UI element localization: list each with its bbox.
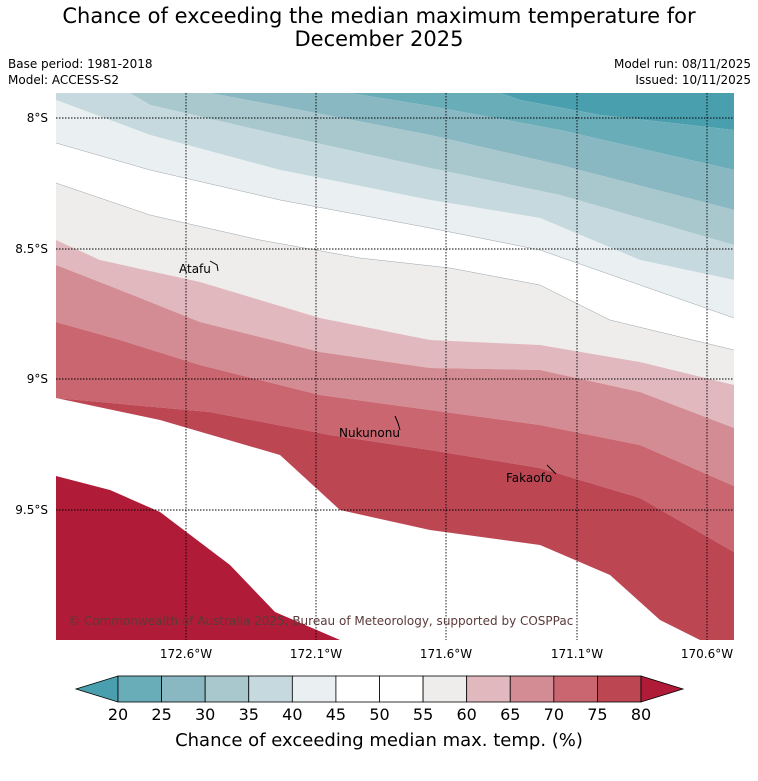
contour-lines (56, 142, 734, 351)
band-25-30 (350, 93, 734, 170)
colorbar-tick-label: 35 (238, 705, 259, 724)
band-40-45 (56, 93, 734, 280)
band-30-35 (210, 93, 734, 210)
colorbar-tick-label: 75 (587, 705, 608, 724)
lon-label-171-6w: 171.6°W (419, 647, 473, 661)
model-name: Model: ACCESS-S2 (8, 73, 120, 87)
colorbar-cell (466, 675, 511, 703)
colorbar-cell (117, 675, 162, 703)
colorbar-tick-label: 50 (369, 705, 390, 724)
atafu-outline (209, 260, 219, 272)
lon-label-171-1w: 171.1°W (550, 647, 604, 661)
band-65-70 (56, 265, 734, 486)
colorbar-tick-label: 20 (107, 705, 129, 724)
colorbar-tick-label: 70 (543, 705, 564, 724)
colorbar-tick-label: 60 (456, 705, 477, 724)
band-80-plus (56, 476, 340, 640)
fakaofo-outline (546, 464, 557, 475)
colorbar-tick-label: 55 (412, 705, 434, 724)
colorbar-tick-label: 25 (151, 705, 172, 724)
band-45-50 (56, 100, 734, 318)
band-20-25 (430, 93, 734, 130)
colorbar-tick-label: 30 (194, 705, 216, 724)
title-line-1: Chance of exceeding the median maximum t… (62, 4, 696, 28)
place-atafu: Atafu (179, 262, 211, 276)
graticule (56, 93, 734, 640)
band-70-75 (56, 322, 734, 552)
map-title: Chance of exceeding the median maximum t… (0, 5, 758, 51)
colorbar-high-extend (640, 675, 685, 703)
place-nukunonu: Nukunonu (339, 426, 400, 440)
colorbar-tick-label: 80 (630, 705, 652, 724)
lat-label-9s: 9°S (26, 372, 48, 386)
colorbar-cell (422, 675, 468, 703)
title-line-2: December 2025 (294, 27, 464, 51)
probability-contours (56, 93, 734, 640)
meta-left: Base period: 1981-2018 Model: ACCESS-S2 (8, 56, 153, 88)
band-35-40 (130, 93, 734, 245)
nukunonu-outline (394, 415, 401, 431)
colorbar (74, 675, 685, 703)
colorbar-tick-label: 45 (325, 705, 347, 724)
colorbar-cell (161, 675, 206, 703)
lon-label-170-6w: 170.6°W (680, 647, 734, 661)
colorbar-cell (597, 675, 642, 703)
band-60-65 (56, 240, 734, 428)
lat-label-8-5s: 8.5°S (15, 242, 48, 256)
band-55-60 (56, 183, 734, 385)
colorbar-tick-label: 65 (500, 705, 521, 724)
colorbar-low-extend (74, 675, 119, 703)
lat-label-8s: 8°S (26, 111, 48, 125)
colorbar-cell (204, 675, 250, 703)
colorbar-cell (291, 675, 337, 703)
colorbar-cell (553, 675, 598, 703)
issued-date: Issued: 10/11/2025 (635, 73, 751, 87)
colorbar-label: Chance of exceeding median max. temp. (%… (175, 730, 583, 751)
colorbar-cell (379, 675, 424, 703)
lon-label-172-6w: 172.6°W (159, 647, 213, 661)
atolls (209, 260, 557, 475)
place-fakaofo: Fakaofo (506, 471, 553, 485)
meta-right: Model run: 08/11/2025 Issued: 10/11/2025 (614, 56, 751, 88)
lon-label-172-1w: 172.1°W (289, 647, 343, 661)
colorbar-cell (509, 675, 555, 703)
colorbar-cell (248, 675, 293, 703)
band-75-80 (56, 398, 734, 640)
lat-label-9-5s: 9.5°S (15, 503, 48, 517)
colorbar-cell (335, 675, 380, 703)
colorbar-tick-label: 40 (282, 705, 303, 724)
model-run: Model run: 08/11/2025 (613, 57, 751, 71)
base-period: Base period: 1981-2018 (8, 57, 153, 71)
copyright-notice: © Commonwealth of Australia 2025, Bureau… (68, 614, 574, 628)
